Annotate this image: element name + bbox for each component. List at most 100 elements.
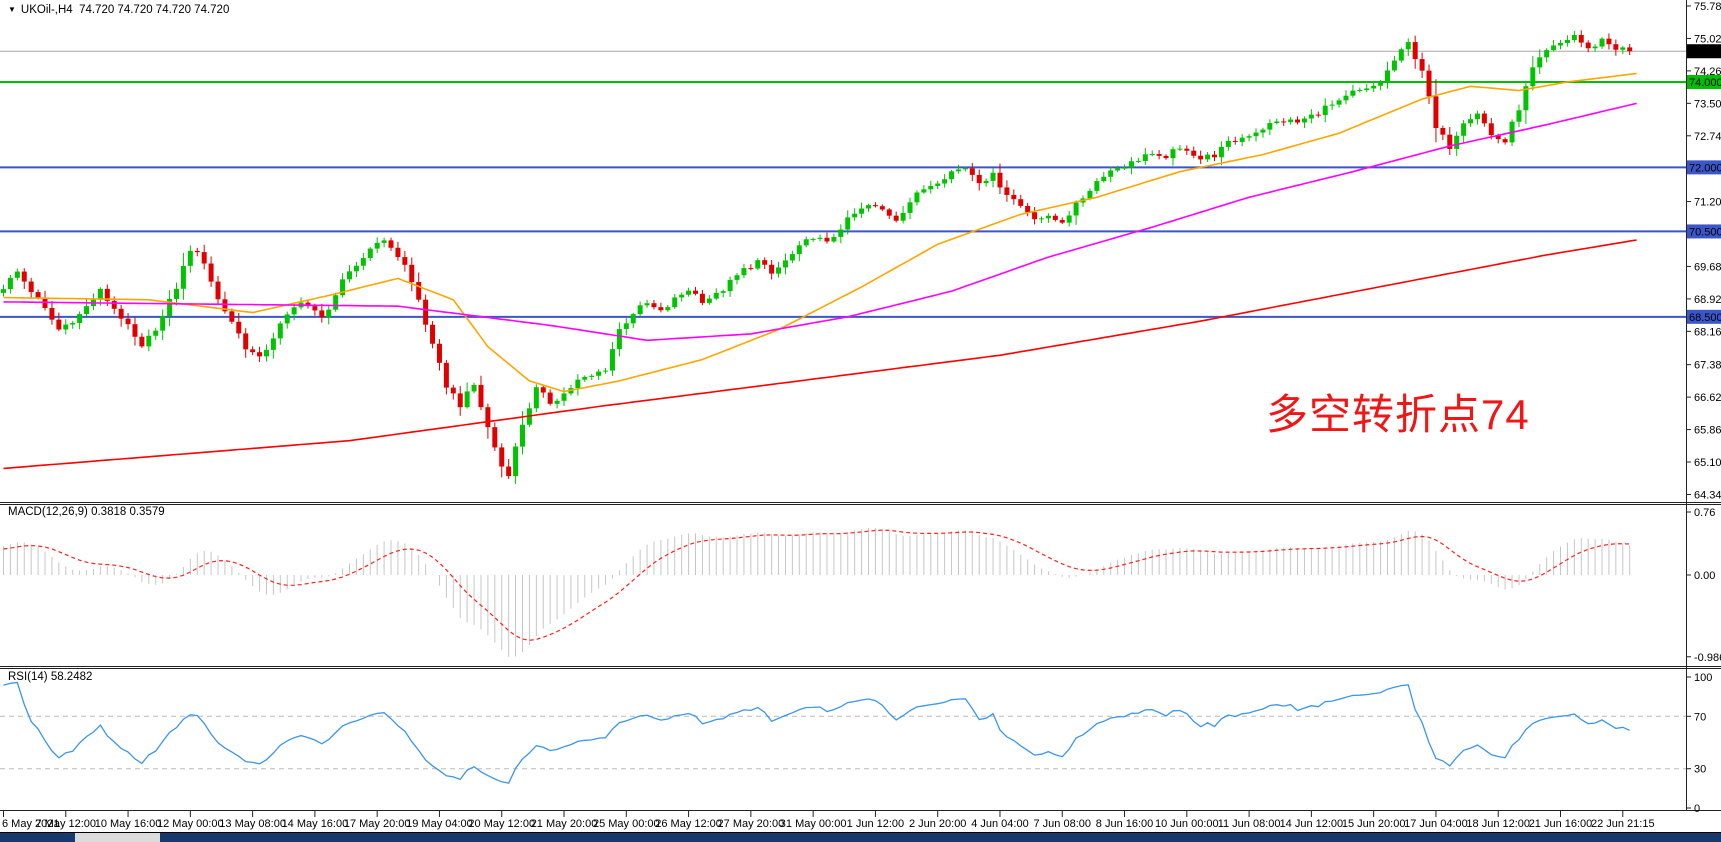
candle-down [305,302,311,307]
candle-down [1052,215,1058,220]
candle-down [478,384,484,408]
candle-up [187,250,193,266]
candle-down [1447,134,1453,149]
candle-up [1551,45,1557,51]
candle-up [14,271,20,278]
taskbar-strip[interactable] [0,832,1721,842]
candle-up [1571,34,1577,41]
candle-up [1516,110,1522,122]
candle-down [1281,121,1287,123]
candle-up [326,309,332,318]
candle-up [1177,148,1183,150]
candle-up [616,329,622,350]
candle-down [132,324,138,337]
candle-up [838,229,844,237]
symbol-quote-text: UKOil-,H4 74.720 74.720 74.720 74.720 [20,4,230,16]
candle-down [395,247,401,258]
price-badges-layer: 74.720 74.000 72.000 70.500 68.500 [1687,44,1721,324]
symbol-dropdown-icon[interactable]: ▼ [8,5,16,14]
rsi-line [3,681,1630,784]
candle-up [990,172,996,181]
candle-up [928,185,934,190]
candle-up [1066,215,1072,223]
time-tick-label: 17 Jun 04:00 [1404,818,1468,830]
time-tick-label: 18 Jun 12:00 [1466,818,1530,830]
candle-up [1461,123,1467,136]
candle-up [1378,82,1384,86]
time-tick-label: 19 May 04:00 [406,818,473,830]
time-tick-label: 21 May 20:00 [531,818,598,830]
candle-up [1592,46,1598,49]
candle-up [914,192,920,203]
candle-up [146,335,152,347]
candle-down [1295,119,1301,123]
candle-down [1018,199,1024,206]
rsi-tick-label: 0 [1694,803,1700,815]
candle-up [831,236,837,242]
candle-up [1364,88,1370,91]
candle-up [1288,119,1294,123]
candle-down [540,387,546,393]
candle-down [49,307,55,320]
candle-up [921,189,927,193]
rsi-layer [0,681,1686,784]
candle-up [1405,42,1411,50]
candle-down [1059,219,1065,223]
price-badge-label: 70.500 [1689,226,1721,238]
candle-up [755,260,761,269]
candle-down [450,387,456,394]
candle-down [1502,139,1508,143]
candle-up [665,307,671,311]
taskbar-segment [75,833,160,842]
candle-up [866,205,871,209]
candle-up [955,169,961,172]
candle-up [603,370,609,372]
candle-down [969,168,975,175]
candle-down [1578,34,1584,43]
candle-up [672,297,678,308]
candle-up [263,349,269,357]
candle-up [942,179,948,184]
time-tick-label: 27 May 20:00 [718,818,785,830]
macd-tick-label: -0.9862 [1694,652,1721,664]
price-tick-label: 71.200 [1694,197,1721,209]
window-bottom-border [0,832,1721,833]
rsi-tick-label: 70 [1694,711,1706,723]
time-tick-label: 2 Jun 20:00 [909,818,967,830]
candle-up [1239,137,1245,142]
candle-up [97,288,103,300]
candle-up [1599,38,1605,47]
candle-down [201,252,207,264]
candle-up [367,248,373,259]
time-tick-label: 20 May 12:00 [468,818,535,830]
candle-down [416,282,422,300]
candle-up [1350,90,1356,96]
candle-up [353,265,359,272]
candle-down [56,319,62,330]
candle-down [436,343,442,363]
candle-up [1205,154,1211,160]
price-axis-labels: 75.78075.02074.26073.50072.74071.98071.2… [1686,1,1721,815]
candle-up [949,171,955,180]
candle-up [1468,119,1474,124]
candle-down [312,306,318,311]
candle-down [423,299,429,325]
candle-up [582,376,588,380]
candle-down [28,281,34,293]
candle-up [596,371,602,376]
candle-up [1558,42,1563,46]
price-tick-label: 72.740 [1694,131,1721,143]
price-tick-label: 68.160 [1694,326,1721,338]
candle-up [360,258,366,266]
candle-up [1391,60,1397,71]
candle-up [471,384,477,392]
price-tick-label: 73.500 [1694,98,1721,110]
candle-up [962,168,968,170]
candle-up [983,180,989,184]
price-tick-label: 68.920 [1694,294,1721,306]
candle-up [1308,114,1314,119]
candle-up [776,267,782,274]
candle-up [1537,57,1543,68]
candle-down [1198,155,1204,160]
